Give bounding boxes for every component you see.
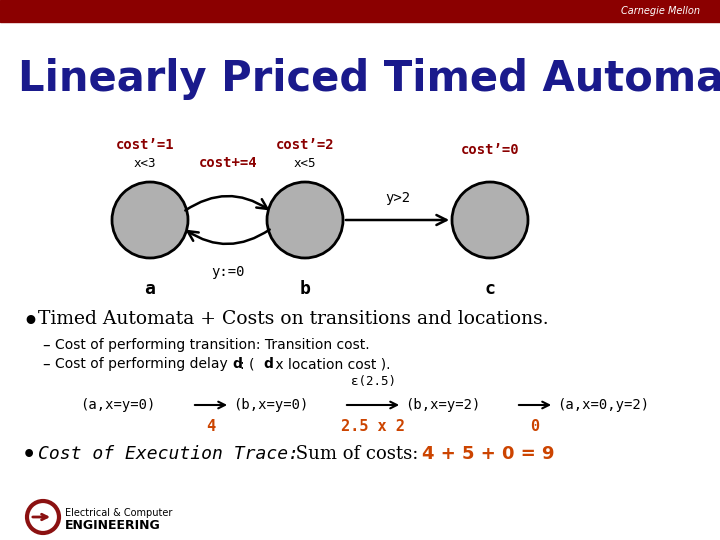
Text: Sum of costs:: Sum of costs: (290, 445, 424, 463)
Text: cost’=0: cost’=0 (461, 143, 519, 157)
Circle shape (112, 182, 188, 258)
Circle shape (267, 182, 343, 258)
Text: d: d (232, 357, 242, 371)
Text: cost+=4: cost+=4 (199, 156, 257, 170)
Circle shape (452, 182, 528, 258)
Text: (b,x=y=0): (b,x=y=0) (233, 398, 308, 412)
Text: Cost of Execution Trace:: Cost of Execution Trace: (38, 445, 310, 463)
Text: cost’=1: cost’=1 (116, 138, 174, 152)
Text: (b,x=y=2): (b,x=y=2) (405, 398, 480, 412)
Text: •: • (22, 445, 36, 465)
Text: (a,x=0,y=2): (a,x=0,y=2) (557, 398, 649, 412)
Text: y>2: y>2 (385, 191, 410, 205)
Text: c: c (485, 280, 495, 298)
Text: y:=0: y:=0 (211, 265, 245, 279)
FancyArrowPatch shape (346, 215, 446, 225)
FancyArrowPatch shape (185, 196, 267, 211)
Text: 0: 0 (531, 419, 539, 434)
Text: 2.5 x 2: 2.5 x 2 (341, 419, 405, 434)
FancyArrowPatch shape (347, 402, 397, 408)
Text: Timed Automata + Costs on transitions and locations.: Timed Automata + Costs on transitions an… (38, 310, 549, 328)
Bar (0, 0, 720, 22)
Text: 4: 4 (207, 419, 215, 434)
Text: : (: : ( (240, 357, 259, 371)
Text: –: – (42, 357, 50, 372)
FancyArrowPatch shape (33, 514, 47, 520)
Text: •: • (22, 310, 38, 334)
Text: x<5: x<5 (294, 157, 316, 170)
Text: x location cost ).: x location cost ). (271, 357, 390, 371)
Text: Electrical & Computer: Electrical & Computer (65, 508, 172, 518)
Text: Linearly Priced Timed Automata: Linearly Priced Timed Automata (18, 58, 720, 100)
FancyArrowPatch shape (195, 402, 225, 408)
Text: a: a (145, 280, 156, 298)
FancyArrowPatch shape (519, 402, 549, 408)
Text: b: b (300, 280, 310, 298)
Text: 4 + 5 + 0 = 9: 4 + 5 + 0 = 9 (422, 445, 554, 463)
Text: Cost of performing delay: Cost of performing delay (55, 357, 232, 371)
Text: x<3: x<3 (134, 157, 156, 170)
Text: ε(2.5): ε(2.5) (351, 375, 395, 388)
FancyArrowPatch shape (188, 230, 270, 244)
Text: d: d (263, 357, 273, 371)
Text: –: – (42, 338, 50, 353)
Text: ENGINEERING: ENGINEERING (65, 519, 161, 532)
Text: Carnegie Mellon: Carnegie Mellon (621, 6, 700, 16)
Text: Cost of performing transition: Transition cost.: Cost of performing transition: Transitio… (55, 338, 369, 352)
Text: (a,x=y=0): (a,x=y=0) (80, 398, 156, 412)
Text: cost’=2: cost’=2 (276, 138, 334, 152)
